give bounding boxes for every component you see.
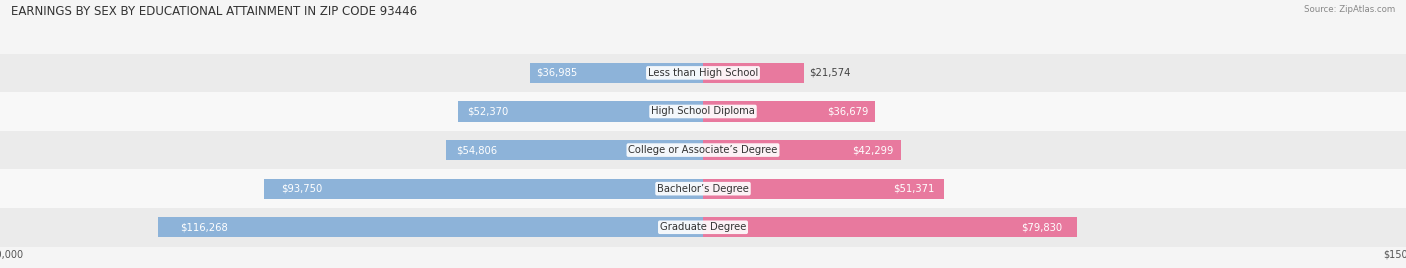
Text: $36,985: $36,985 — [537, 68, 578, 78]
Bar — [0, 131, 1406, 169]
Text: $36,679: $36,679 — [827, 106, 868, 117]
Bar — [157, 217, 703, 237]
Text: $21,574: $21,574 — [808, 68, 851, 78]
Bar — [703, 140, 901, 160]
Bar — [0, 92, 1406, 131]
Text: $79,830: $79,830 — [1021, 222, 1062, 232]
Text: $52,370: $52,370 — [467, 106, 509, 117]
Text: High School Diploma: High School Diploma — [651, 106, 755, 117]
Bar — [264, 179, 703, 199]
Text: $54,806: $54,806 — [457, 145, 498, 155]
Bar — [703, 63, 804, 83]
Bar — [446, 140, 703, 160]
Text: $93,750: $93,750 — [281, 184, 322, 194]
Bar — [703, 217, 1077, 237]
Text: Bachelor’s Degree: Bachelor’s Degree — [657, 184, 749, 194]
Bar — [530, 63, 703, 83]
Bar — [703, 179, 943, 199]
Bar — [0, 208, 1406, 247]
Text: EARNINGS BY SEX BY EDUCATIONAL ATTAINMENT IN ZIP CODE 93446: EARNINGS BY SEX BY EDUCATIONAL ATTAINMEN… — [11, 5, 418, 18]
Text: $51,371: $51,371 — [893, 184, 934, 194]
Text: Less than High School: Less than High School — [648, 68, 758, 78]
Bar — [457, 102, 703, 121]
Bar — [0, 54, 1406, 92]
Bar — [0, 169, 1406, 208]
Text: $116,268: $116,268 — [180, 222, 228, 232]
Text: Source: ZipAtlas.com: Source: ZipAtlas.com — [1303, 5, 1395, 14]
Text: College or Associate’s Degree: College or Associate’s Degree — [628, 145, 778, 155]
Text: Graduate Degree: Graduate Degree — [659, 222, 747, 232]
Bar — [703, 102, 875, 121]
Text: $42,299: $42,299 — [852, 145, 893, 155]
